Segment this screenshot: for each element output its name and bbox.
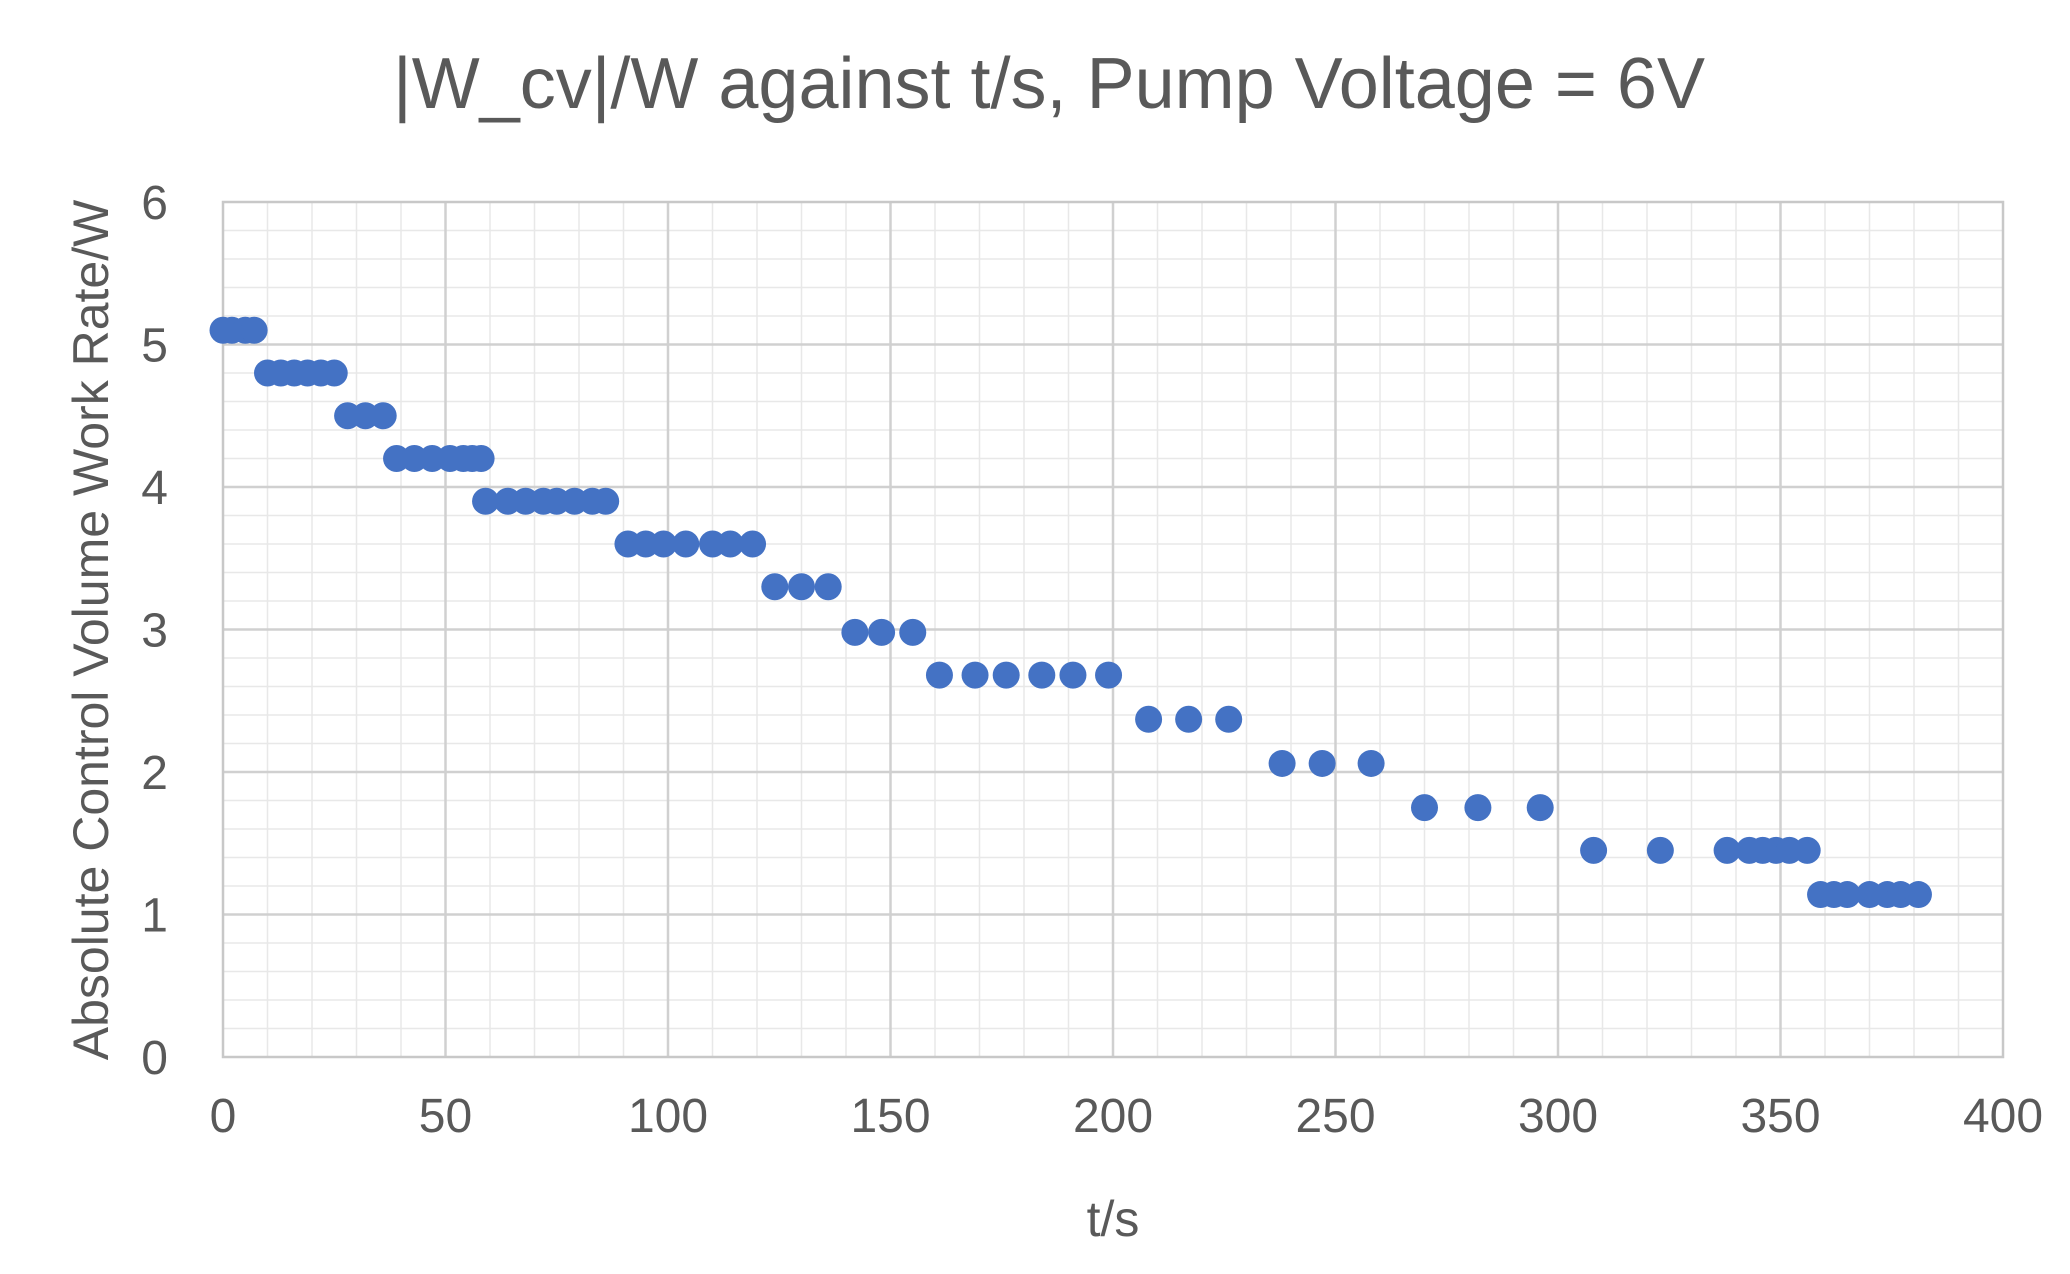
x-tick-label: 150 (850, 1090, 930, 1143)
y-axis-tick-labels: 0 1 2 3 4 5 6 (141, 177, 168, 1085)
x-tick-label: 300 (1518, 1090, 1598, 1143)
y-axis-title: Absolute Control Volume Work Rate/W (63, 199, 119, 1060)
data-point (761, 573, 789, 601)
data-point (788, 573, 815, 601)
data-point (1059, 661, 1087, 689)
x-tick-label: 0 (210, 1090, 237, 1143)
data-point (814, 573, 842, 601)
y-tick-label: 1 (141, 890, 168, 943)
data-point (1268, 749, 1296, 777)
data-point (1028, 661, 1056, 689)
data-point (672, 530, 700, 558)
data-point (1580, 836, 1608, 864)
data-point (716, 530, 744, 558)
data-point (925, 661, 953, 689)
gridlines (223, 202, 2003, 1057)
data-point (1526, 794, 1554, 822)
x-tick-label: 50 (419, 1090, 472, 1143)
x-tick-label: 200 (1073, 1090, 1153, 1143)
data-point (650, 530, 678, 558)
x-tick-label: 100 (628, 1090, 708, 1143)
data-point (1175, 705, 1203, 733)
data-point (1357, 749, 1385, 777)
data-point (1308, 749, 1336, 777)
plot-area-border (221, 200, 2005, 1059)
data-point (1833, 881, 1861, 909)
data-point (1095, 661, 1123, 689)
y-tick-label: 6 (141, 177, 168, 230)
data-point (992, 661, 1020, 689)
data-point (467, 445, 495, 472)
data-point (1215, 705, 1243, 733)
data-point (1411, 794, 1438, 822)
x-tick-label: 250 (1295, 1090, 1375, 1143)
x-axis-title: t/s (1087, 1191, 1140, 1247)
data-point (472, 487, 500, 515)
data-point (369, 402, 397, 430)
data-point (1646, 836, 1674, 864)
data-point (1135, 705, 1163, 733)
data-point (961, 661, 989, 689)
data-point (739, 530, 767, 558)
y-tick-label: 0 (141, 1032, 168, 1085)
data-point (240, 316, 268, 344)
data-point (841, 618, 869, 646)
x-tick-label: 400 (1963, 1090, 2043, 1143)
data-point (1713, 836, 1741, 864)
data-point (868, 618, 896, 646)
data-point (1904, 881, 1932, 909)
x-tick-label: 350 (1740, 1090, 1820, 1143)
y-tick-label: 5 (141, 320, 168, 373)
y-tick-label: 3 (141, 605, 168, 658)
data-point (899, 618, 927, 646)
data-point (1793, 836, 1821, 864)
data-point (320, 359, 348, 387)
chart-title: |W_cv|/W against t/s, Pump Voltage = 6V (393, 44, 1705, 124)
data-points (209, 316, 1932, 909)
y-tick-label: 2 (141, 747, 168, 800)
data-point (1464, 794, 1492, 822)
data-point (592, 487, 620, 515)
x-axis-tick-labels: 0 50 100 150 200 250 300 350 400 (210, 1090, 2043, 1143)
y-tick-label: 4 (141, 462, 168, 515)
